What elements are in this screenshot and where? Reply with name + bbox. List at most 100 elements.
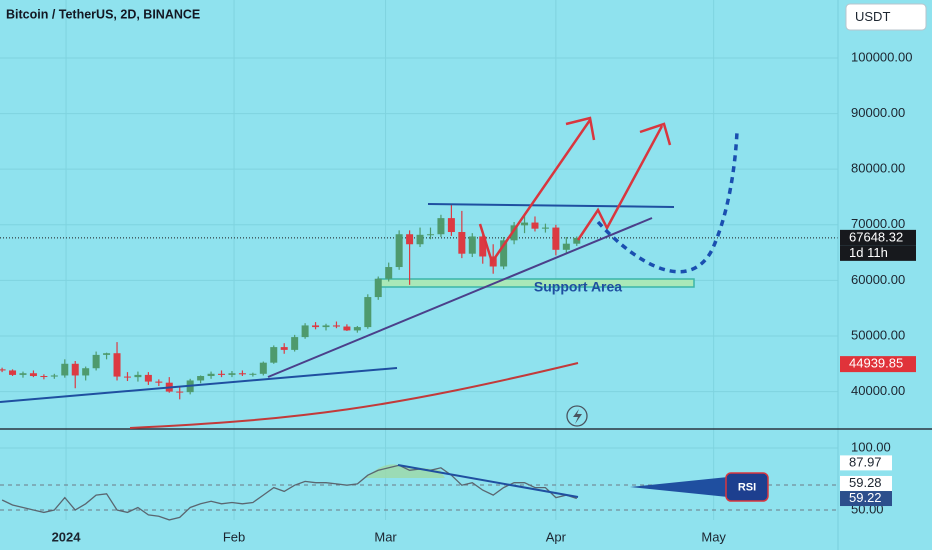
x-tick-label: Feb <box>223 529 245 544</box>
price-label: 44939.85 <box>849 356 903 371</box>
countdown: 1d 11h <box>849 245 888 260</box>
chart-title: Bitcoin / TetherUS, 2D, BINANCE <box>6 7 200 21</box>
x-tick-label: Mar <box>374 529 397 544</box>
arrow <box>576 125 664 241</box>
candles <box>0 204 581 400</box>
candle-body <box>71 363 79 376</box>
grid <box>0 0 838 520</box>
trend-line <box>267 217 653 378</box>
rsi-label-bg <box>840 491 892 507</box>
arrow-head <box>639 122 672 146</box>
candle-body <box>458 232 466 254</box>
candle-body <box>364 297 372 328</box>
trend-line <box>0 367 398 403</box>
candle-body <box>92 354 100 369</box>
candle-body <box>228 373 236 375</box>
candle-body <box>123 376 131 378</box>
candle-body <box>9 370 17 375</box>
x-tick-label: 2024 <box>52 529 82 544</box>
candle-body <box>197 376 205 381</box>
candle-body <box>406 234 414 245</box>
candle-body <box>82 368 90 376</box>
rsi-overbought-fill <box>365 464 445 478</box>
candle-body <box>280 347 288 350</box>
resistance-line <box>427 203 675 208</box>
candle-body <box>562 243 570 250</box>
arrow-head <box>565 116 596 141</box>
price-label-bg <box>840 229 916 246</box>
candle-body <box>259 362 267 374</box>
arrow <box>478 119 592 265</box>
candle-body <box>249 373 257 375</box>
annotation: Support Area <box>534 279 622 295</box>
candle-body <box>510 225 518 241</box>
candle-body <box>238 373 246 375</box>
price-label: 67648.32 <box>849 229 903 244</box>
candle-body <box>416 234 424 245</box>
candle-body <box>521 222 529 226</box>
rsi-label: 59.22 <box>849 490 882 505</box>
alert-icon-bolt <box>573 409 582 424</box>
y-tick-label: 80000.00 <box>851 161 905 176</box>
rsi-label: 59.28 <box>849 475 882 490</box>
candle-body <box>468 236 476 254</box>
y-tick-label: 40000.00 <box>851 383 905 398</box>
candle-body <box>385 267 393 279</box>
candle-body <box>155 381 163 383</box>
candle-body <box>573 237 581 244</box>
candle-body <box>61 363 69 376</box>
rsi-label: 87.97 <box>849 454 882 469</box>
price-label-bg <box>840 356 916 373</box>
candle-body <box>207 373 215 377</box>
candle-body <box>301 325 309 338</box>
y-tick-label: 50000.00 <box>851 327 905 342</box>
y-tick-label: 100.00 <box>851 439 891 454</box>
rsi-label-bg <box>840 455 892 471</box>
rsi-badge <box>725 472 769 502</box>
currency-label: USDT <box>855 9 890 24</box>
rsi-pointer <box>630 477 728 497</box>
rsi-badge-label: RSI <box>738 481 756 493</box>
candle-body <box>113 353 121 377</box>
candle-body <box>531 222 539 229</box>
candle-body <box>50 375 58 377</box>
rsi-line <box>1 464 578 521</box>
rsi-pane <box>1 464 578 521</box>
rsi-label-bg <box>840 475 892 491</box>
candle-body <box>103 353 111 355</box>
candle-body <box>353 327 361 331</box>
candle-body <box>176 391 184 393</box>
countdown-bg <box>840 245 916 261</box>
currency-button[interactable] <box>845 3 927 31</box>
candle-body <box>426 234 434 236</box>
candle-body <box>332 325 340 327</box>
candle-body <box>500 240 508 267</box>
candle-body <box>0 369 6 371</box>
moving-average <box>129 362 579 429</box>
candle-body <box>29 373 37 377</box>
candle-body <box>134 374 142 378</box>
x-tick-label: Apr <box>546 529 567 544</box>
candle-body <box>218 373 226 375</box>
y-tick-label: 60000.00 <box>851 272 905 287</box>
y-tick-label: 70000.00 <box>851 216 905 231</box>
candle-body <box>312 325 320 328</box>
candle-body <box>343 326 351 331</box>
candle-body <box>447 218 455 233</box>
y-tick-label: 90000.00 <box>851 105 905 120</box>
rsi-trend-line <box>397 464 579 498</box>
candle-body <box>270 347 278 363</box>
y-tick-label: 100000.00 <box>851 49 912 64</box>
candle-body <box>144 374 152 382</box>
candle-body <box>437 218 445 235</box>
x-tick-label: May <box>701 529 726 544</box>
alert-icon[interactable] <box>566 405 588 427</box>
candle-body <box>552 227 560 250</box>
candle-body <box>541 227 549 229</box>
projection-curve <box>596 131 739 274</box>
candle-body <box>291 337 299 350</box>
candle-body <box>40 376 48 378</box>
candle-body <box>374 278 382 298</box>
